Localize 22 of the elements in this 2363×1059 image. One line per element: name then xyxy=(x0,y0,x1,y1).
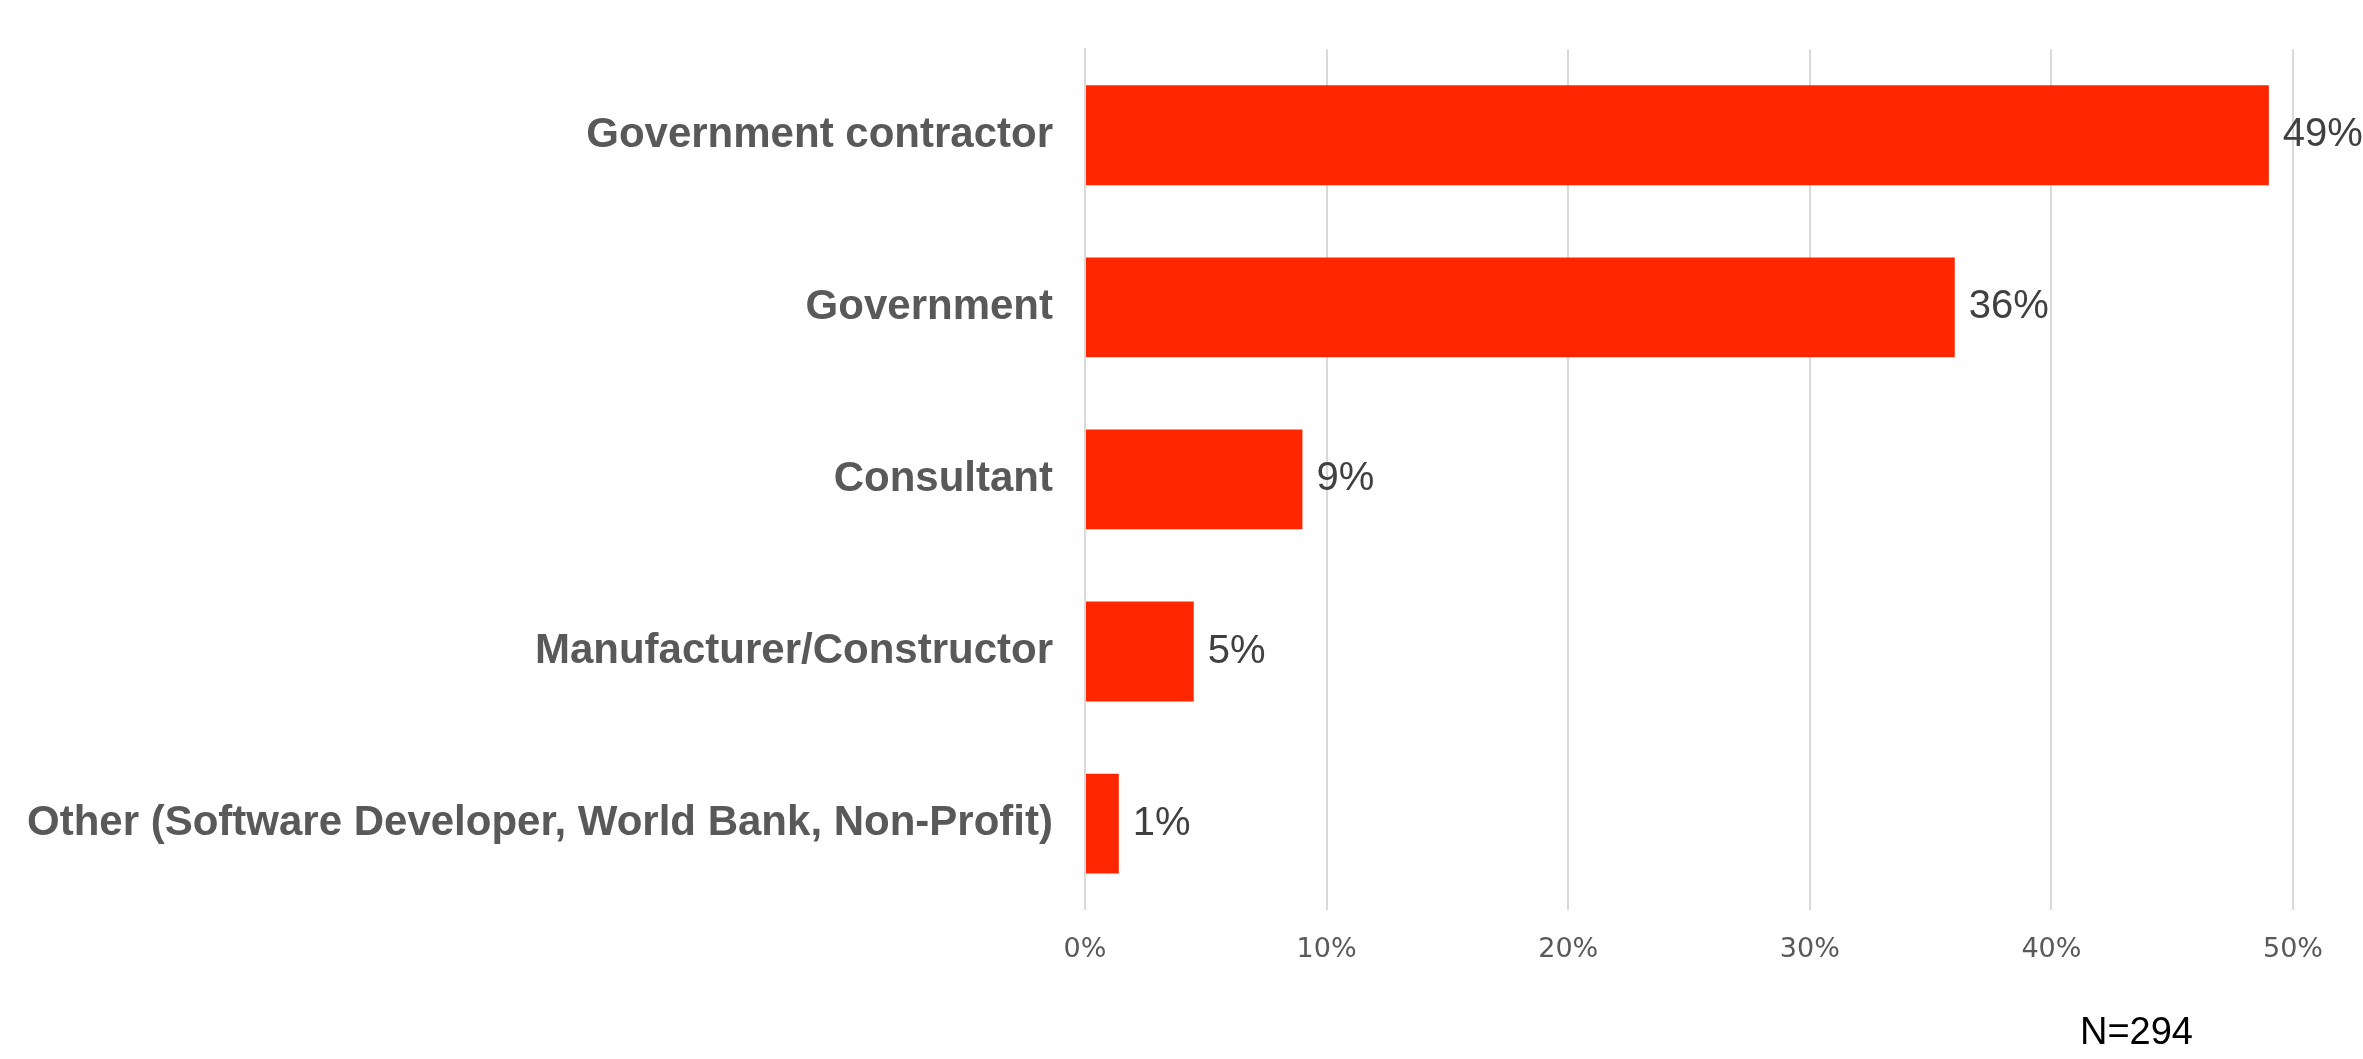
x-tick-label: 20% xyxy=(1538,931,1599,963)
data-label: 1% xyxy=(1132,798,1191,843)
x-tick-label: 40% xyxy=(2021,931,2082,963)
x-tick-label: 50% xyxy=(2262,931,2324,963)
bar xyxy=(1086,773,1119,874)
bar xyxy=(1086,429,1303,530)
x-tick-label: 10% xyxy=(1296,931,1357,963)
y-tick-label: Manufacturer/Constructor xyxy=(534,625,1053,673)
data-label: 5% xyxy=(1207,626,1266,671)
x-tick-label: 30% xyxy=(1779,931,1840,963)
data-label: 49% xyxy=(2282,110,2363,155)
data-label: 9% xyxy=(1316,454,1375,499)
y-tick-label: Consultant xyxy=(833,452,1054,500)
bar xyxy=(1086,85,2269,186)
text: N=294 xyxy=(2079,1010,2193,1053)
x-tick-label: 0% xyxy=(1063,931,1107,963)
data-label: 36% xyxy=(1968,282,2049,327)
y-tick-label: Other (Software Developer, World Bank, Non-Profit) xyxy=(26,797,1053,845)
bar xyxy=(1086,257,1955,358)
y-tick-label: Government contractor xyxy=(586,108,1053,156)
bar xyxy=(1086,601,1194,702)
y-tick-label: Government xyxy=(805,280,1054,328)
